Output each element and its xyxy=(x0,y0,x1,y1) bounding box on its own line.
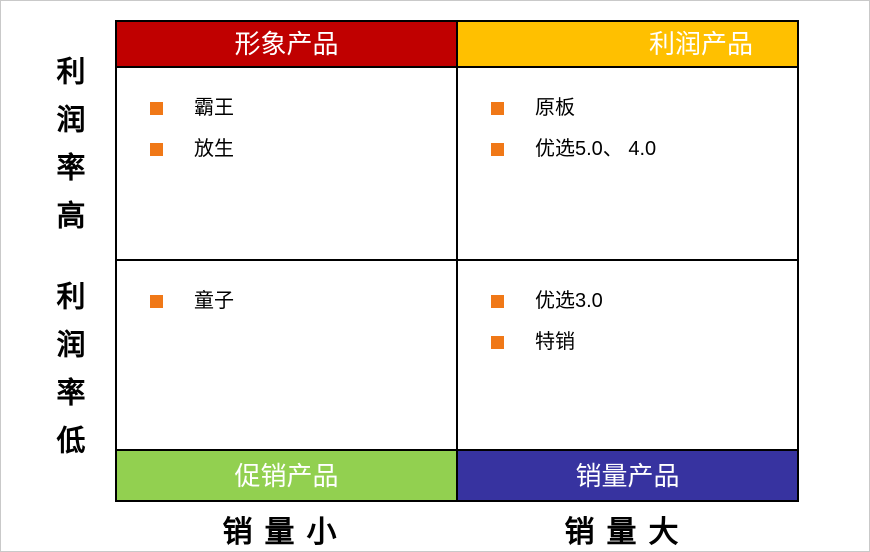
bullet-square-icon xyxy=(150,294,163,308)
quadrant-bottom-left: 童子 xyxy=(117,261,458,451)
quadrant-header-top-right: 利润产品 xyxy=(458,22,797,68)
list-item-label: 放生 xyxy=(194,138,234,160)
list-item: 原板 xyxy=(491,94,797,122)
bullet-square-icon xyxy=(150,142,163,156)
list-item: 特销 xyxy=(491,328,797,356)
list-item-label: 优选5.0、 4.0 xyxy=(535,138,657,160)
list-item-label: 优选3.0 xyxy=(535,290,603,312)
x-axis-label-large-volume: 销量大 xyxy=(564,516,691,549)
bullet-square-icon xyxy=(491,101,504,115)
quadrant-bottom-right: 优选3.0 特销 xyxy=(458,261,797,451)
quadrant-top-left: 霸王 放生 xyxy=(117,68,458,261)
y-axis-label-low-margin: 利润率低 xyxy=(52,281,84,473)
bullet-square-icon xyxy=(491,335,504,349)
bullet-square-icon xyxy=(491,294,504,308)
list-item-label: 特销 xyxy=(535,331,575,353)
quadrant-header-top-left: 形象产品 xyxy=(117,22,458,68)
quadrant-header-bottom-right: 销量产品 xyxy=(458,451,797,500)
list-item-label: 原板 xyxy=(535,97,575,119)
bullet-square-icon xyxy=(491,142,504,156)
quadrant-matrix: 形象产品 利润产品 霸王 放生 原板 优选5.0、 4.0 xyxy=(115,20,799,502)
list-item-label: 霸王 xyxy=(194,97,234,119)
bullet-square-icon xyxy=(150,101,163,115)
list-item: 优选3.0 xyxy=(491,287,797,315)
quadrant-top-right: 原板 优选5.0、 4.0 xyxy=(458,68,797,261)
list-item: 优选5.0、 4.0 xyxy=(491,135,797,163)
list-item-label: 童子 xyxy=(194,290,234,312)
x-axis-label-small-volume: 销量小 xyxy=(222,516,349,549)
list-item: 霸王 xyxy=(150,94,456,122)
y-axis-label-high-margin: 利润率高 xyxy=(52,56,84,248)
list-item: 放生 xyxy=(150,135,456,163)
quadrant-header-bottom-left: 促销产品 xyxy=(117,451,458,500)
list-item: 童子 xyxy=(150,287,456,315)
